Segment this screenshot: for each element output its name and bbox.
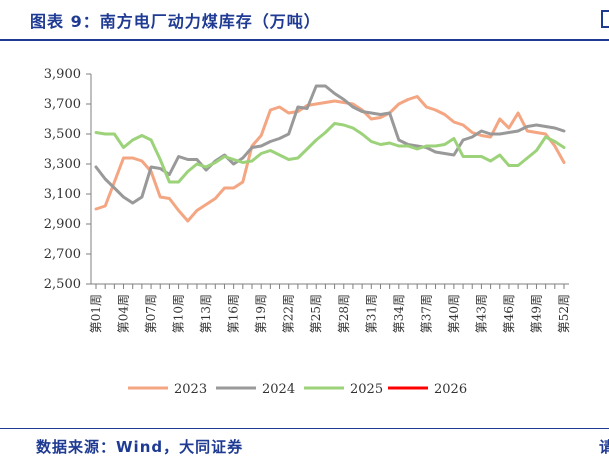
series-line-2024 xyxy=(94,84,566,205)
figure-title: 图表 9：南方电厂动力煤库存（万吨） xyxy=(30,12,321,31)
y-tick-label: 2,700 xyxy=(44,247,81,262)
x-tick-label: 第37周 xyxy=(419,294,433,333)
source-note: 数据来源：Wind，大同证券 xyxy=(36,438,244,456)
x-tick-label: 第16周 xyxy=(227,294,241,333)
edge-char: 请 xyxy=(599,438,609,456)
y-tick-label: 3,700 xyxy=(44,97,81,112)
y-axis: 2,500 2,700 2,900 3,100 3,300 3,500 3,700 3,900 xyxy=(44,67,92,292)
x-axis: 第01周 第04周 第07周 第10周 第13周 第16周 第19周 第22周 第25周 第28周… xyxy=(89,283,571,333)
x-tick-label: 第01周 xyxy=(89,294,103,333)
x-tick-label: 第34周 xyxy=(392,294,406,333)
x-tick-label: 第13周 xyxy=(199,294,213,333)
series-layer xyxy=(94,84,566,223)
x-tick-label: 第25周 xyxy=(309,294,323,333)
x-tick-label: 第04周 xyxy=(117,294,131,333)
y-tick-label: 2,500 xyxy=(44,277,81,292)
series-line-2023 xyxy=(94,95,566,223)
y-tick-label: 3,300 xyxy=(44,157,81,172)
y-tick-label: 2,900 xyxy=(44,217,81,232)
legend-label-2025: 2025 xyxy=(350,382,383,397)
title-divider xyxy=(0,39,609,41)
right-edge-mark xyxy=(601,10,609,28)
series-line-2025 xyxy=(94,122,566,184)
x-tick-label: 第31周 xyxy=(364,294,378,333)
x-tick-label: 第22周 xyxy=(282,294,296,333)
legend-label-2026: 2026 xyxy=(434,382,467,397)
x-tick-label: 第10周 xyxy=(172,294,186,333)
legend-label-2023: 2023 xyxy=(174,382,207,397)
y-tick-label: 3,500 xyxy=(44,127,81,142)
x-tick-label: 第07周 xyxy=(144,294,158,333)
x-tick-label: 第28周 xyxy=(337,294,351,333)
x-tick-label: 第52周 xyxy=(557,294,571,333)
source-divider xyxy=(0,428,609,429)
legend-label-2024: 2024 xyxy=(262,382,295,397)
x-tick-label: 第49周 xyxy=(529,294,543,333)
legend: 2023 2024 2025 2026 xyxy=(128,382,467,397)
y-tick-label: 3,100 xyxy=(44,187,81,202)
x-tick-label: 第46周 xyxy=(502,294,516,333)
x-tick-label: 第19周 xyxy=(254,294,268,333)
x-tick-label: 第40周 xyxy=(447,294,461,333)
x-tick-label: 第43周 xyxy=(474,294,488,333)
y-tick-label: 3,900 xyxy=(44,67,81,82)
